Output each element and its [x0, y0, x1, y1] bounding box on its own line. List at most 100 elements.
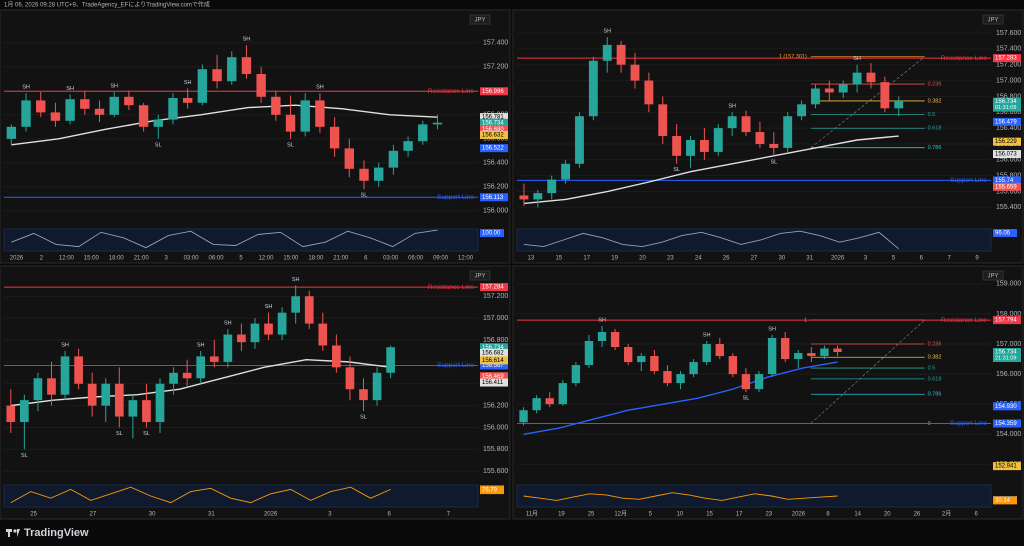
candle-body	[754, 374, 764, 390]
candle-body	[741, 116, 751, 133]
candle-body	[532, 398, 541, 411]
y-tick-label: 156.400	[996, 125, 1021, 132]
candle-body	[271, 96, 281, 115]
x-tick-label: 17	[583, 256, 590, 262]
brand: TradingView	[24, 527, 89, 539]
candle-body	[769, 143, 779, 148]
candle-body	[114, 383, 124, 417]
x-tick-label: 31	[208, 512, 215, 518]
x-tick-label: 20	[639, 256, 646, 262]
price-tag-bg	[480, 125, 508, 134]
candle-body	[359, 168, 369, 181]
candle-body	[197, 69, 208, 103]
candle-body	[138, 105, 149, 127]
candle-body	[602, 44, 612, 61]
x-tick-label: 7	[447, 512, 451, 518]
x-tick-label: 6	[920, 256, 924, 262]
candle-body	[686, 140, 695, 156]
candle-body	[153, 119, 163, 127]
price-tag: 156.479	[995, 119, 1017, 125]
fib-label: 0.5	[928, 112, 936, 118]
support-tag-bg	[480, 193, 508, 202]
osc-tag: 30.14	[995, 498, 1011, 504]
candle-body	[6, 126, 17, 139]
x-tick-label: 12:00	[59, 256, 75, 262]
x-tick-label: 14	[854, 512, 861, 518]
x-tick-label: 3	[164, 256, 168, 262]
osc-tag-bg	[993, 496, 1017, 505]
candle-body	[250, 323, 260, 343]
y-tick-label: 156.400	[483, 160, 508, 167]
candle-body	[741, 374, 751, 390]
x-tick-label: 9	[975, 256, 979, 262]
currency-badge	[469, 14, 491, 25]
candle-body	[36, 100, 46, 113]
candle-body	[332, 345, 341, 368]
x-tick-label: 30	[149, 512, 156, 518]
candle-body	[403, 141, 413, 151]
candle-body	[101, 383, 111, 406]
candle-body	[124, 96, 134, 106]
x-tick-label: 20	[884, 512, 891, 518]
price-tag-bg	[993, 348, 1021, 363]
candle-body	[94, 108, 105, 115]
candle-body	[80, 99, 90, 109]
x-tick-label: 2026	[10, 256, 24, 262]
price-tag: 156.734	[482, 345, 504, 351]
pivot-label: SH	[853, 56, 861, 62]
candle-body	[597, 331, 607, 342]
y-tick-label: 157.200	[483, 293, 508, 300]
currency-badge	[982, 14, 1004, 25]
pivot-label: SL	[673, 167, 680, 173]
candle-body	[87, 383, 97, 406]
y-tick-label: 156.200	[483, 184, 508, 191]
plot: SL SH SL SL SH SH SH SH SL	[4, 277, 478, 472]
candle-body	[196, 356, 206, 379]
candle-body	[794, 353, 803, 360]
y-tick-label: 156.000	[483, 424, 508, 431]
candle-body	[624, 347, 633, 363]
candle-body	[781, 337, 790, 360]
resistance-tag-bg	[993, 54, 1021, 63]
pivot-label: SH	[265, 304, 273, 310]
x-tick-label: 26	[914, 512, 921, 518]
oscillator-line	[10, 486, 391, 504]
price-tag-bg	[480, 113, 508, 122]
currency: JPY	[987, 274, 998, 280]
price-tag: 152.941	[995, 464, 1017, 470]
candle-body	[797, 104, 807, 117]
price-tag: 156.522	[482, 146, 504, 152]
y-tick-label: 157.000	[996, 341, 1021, 348]
price-tag-bg	[480, 378, 508, 387]
resistance-label: Resistance Line	[941, 317, 988, 324]
price-tag: 155.659	[995, 184, 1017, 190]
osc-tag: 100.00	[482, 231, 501, 237]
x-tick-label: 2026	[264, 512, 278, 518]
x-tick-label: 18:00	[109, 256, 125, 262]
brand-logo	[6, 529, 20, 537]
price-tag: 156.411	[482, 380, 504, 386]
x-tick-label: 18:00	[308, 256, 324, 262]
candle-body	[345, 367, 355, 390]
price-tag: 156.469	[482, 374, 504, 380]
x-tick-label: 09:00	[433, 256, 449, 262]
support-tag-bg	[993, 419, 1021, 428]
oscillator-line	[523, 492, 838, 501]
pivot-label: SL	[155, 142, 162, 148]
candle-body	[386, 347, 395, 373]
x-tick-label: 6	[387, 512, 391, 518]
candle-body	[672, 136, 682, 156]
y-tick-label: 154.000	[996, 431, 1021, 438]
candle-body	[676, 374, 685, 384]
x-tick-label: 15	[555, 256, 562, 262]
x-tick-label: 6	[364, 256, 368, 262]
support-label: Support Line	[437, 194, 474, 201]
candle-body	[128, 400, 138, 417]
y-tick-label: 157.000	[483, 315, 508, 322]
candle-body	[237, 334, 246, 343]
plot: SH SH SH SL SH SH SL SH SL	[4, 37, 478, 212]
pivot-label: SH	[110, 83, 118, 89]
candle-body	[372, 372, 382, 401]
candle-body	[561, 163, 571, 180]
